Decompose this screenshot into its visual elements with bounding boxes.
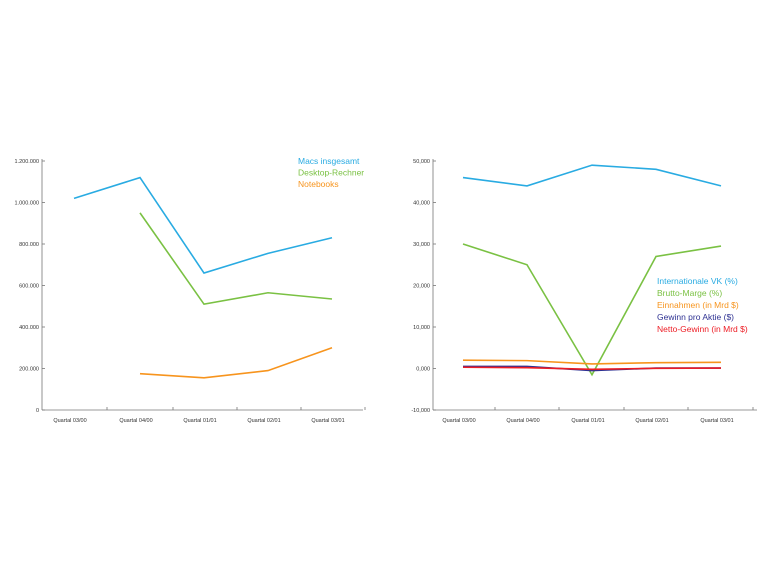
- x-tick-label: Quartal 01/01: [183, 418, 216, 424]
- x-tick-label: Quartal 03/00: [442, 418, 475, 424]
- x-tick-label: Quartal 03/01: [700, 418, 733, 424]
- y-tick-label: 600.000: [19, 284, 39, 290]
- y-tick-label: 50,000: [413, 159, 430, 165]
- y-tick-label: 30,000: [413, 242, 430, 248]
- series-line: [462, 164, 722, 187]
- y-tick-label: -10,000: [411, 408, 430, 414]
- chart-financials: -10,000 0,000 10,000 20,000 30,000 40,000 50,0…: [411, 159, 757, 424]
- series-line: [462, 359, 722, 365]
- legend-entry: Gewinn pro Aktie ($): [657, 312, 734, 322]
- legend-entry: Internationale VK (%): [657, 276, 738, 286]
- y-tick-label: 400.000: [19, 325, 39, 331]
- series-line: [139, 212, 333, 306]
- y-tick-label: 0,000: [416, 367, 430, 373]
- y-tick-label: 800.000: [19, 242, 39, 248]
- y-tick-label: 1.000.000: [15, 201, 39, 207]
- x-tick-label: Quartal 01/01: [571, 418, 604, 424]
- series-line: [462, 366, 722, 371]
- series-line: [462, 243, 722, 377]
- x-tick-label: Quartal 04/00: [119, 418, 152, 424]
- y-tick-label: 200.000: [19, 367, 39, 373]
- x-tick-label: Quartal 02/01: [247, 418, 280, 424]
- x-tick-label: Quartal 03/01: [311, 418, 344, 424]
- legend-entry: Desktop-Rechner: [298, 168, 364, 178]
- x-tick-label: Quartal 02/01: [635, 418, 668, 424]
- legend-entry: Macs insgesamt: [298, 156, 360, 166]
- x-tick-label: Quartal 04/00: [506, 418, 539, 424]
- legend-entry: Einnahmen (in Mrd $): [657, 300, 739, 310]
- series-line: [73, 176, 333, 274]
- y-tick-label: 1.200.000: [15, 159, 39, 165]
- y-tick-label: 10,000: [413, 325, 430, 331]
- x-tick-label: Quartal 03/00: [53, 418, 86, 424]
- legend-entry: Brutto-Marge (%): [657, 288, 722, 298]
- series-line: [139, 346, 333, 379]
- y-tick-label: 40,000: [413, 201, 430, 207]
- chart-macs-units: 0 200.000 400.000 600.000 800.000 1.000.000 1.…: [15, 156, 366, 424]
- y-tick-label: 0: [36, 408, 39, 414]
- legend-entry: Notebooks: [298, 179, 339, 189]
- legend-entry: Netto-Gewinn (in Mrd $): [657, 324, 748, 334]
- y-tick-label: 20,000: [413, 284, 430, 290]
